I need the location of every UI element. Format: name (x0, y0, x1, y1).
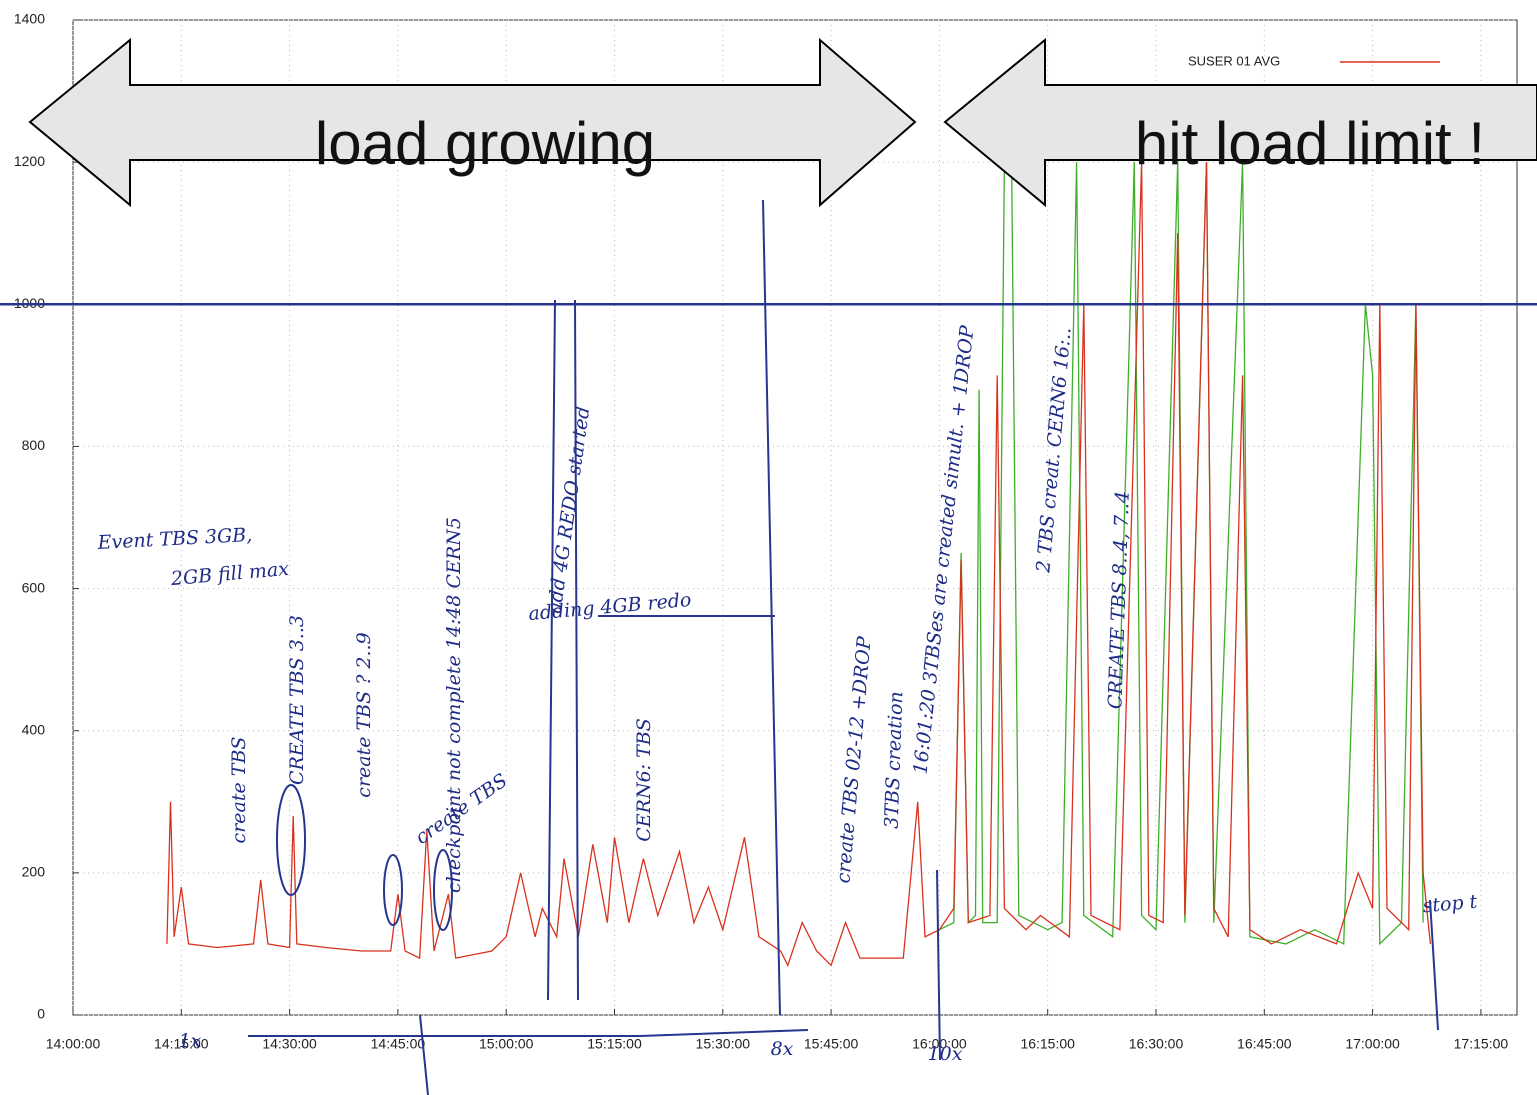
annotation: 8x (771, 1038, 794, 1060)
y-tick-label: 600 (22, 579, 46, 595)
annotation: 1x (179, 1030, 202, 1052)
annotation: 3TBS creation (881, 691, 908, 829)
x-tick-label: 15:15:00 (587, 1036, 642, 1052)
double-arrow (28, 37, 917, 208)
x-tick-label: 14:45:00 (371, 1036, 426, 1052)
y-tick-label: 800 (22, 437, 46, 453)
y-tick-label: 1000 (14, 295, 45, 311)
x-tick-label: 14:00:00 (46, 1036, 101, 1052)
annotation: checkpoint not complete 14:48 CERN5 (443, 517, 465, 893)
arrow-label: hit load limit ! (1135, 110, 1485, 177)
x-tick-label: 16:45:00 (1237, 1036, 1292, 1052)
annotation: CREATE TBS 3..3 (286, 615, 308, 785)
annotation: create TBS ? 2..9 (353, 632, 375, 797)
data-line (166, 162, 1432, 967)
x-tick-label: 17:00:00 (1345, 1036, 1400, 1052)
y-tick-label: 1400 (14, 11, 45, 27)
x-tick-label: 15:45:00 (804, 1036, 859, 1052)
x-tick-label: 16:15:00 (1020, 1036, 1075, 1052)
annotation: CERN6: TBS (633, 718, 655, 842)
annotation: create TBS (228, 737, 250, 844)
hand-circle (276, 784, 306, 896)
y-tick-label: 1200 (14, 153, 45, 169)
x-tick-label: 15:00:00 (479, 1036, 534, 1052)
legend-label: SUSER 01 AVG (1188, 53, 1280, 68)
y-tick-label: 400 (22, 721, 46, 737)
arrow-label: load growing (315, 110, 655, 177)
y-tick-label: 200 (22, 864, 46, 880)
x-tick-label: 16:30:00 (1129, 1036, 1184, 1052)
y-tick-label: 0 (37, 1006, 45, 1022)
hand-circle (433, 849, 453, 931)
left-arrow (943, 37, 1537, 208)
x-tick-label: 15:30:00 (696, 1036, 751, 1052)
x-tick-label: 17:15:00 (1454, 1036, 1509, 1052)
hand-line (419, 199, 1439, 1095)
hand-arrow (248, 615, 809, 1037)
data-line (939, 161, 1424, 946)
overlay: load growing hit load limit ! (28, 37, 1537, 1095)
x-tick-label: 14:15:00 (154, 1036, 209, 1052)
plot-frame (72, 19, 1518, 1016)
annotation: 10x (928, 1043, 963, 1065)
x-tick-label: 14:30:00 (262, 1036, 317, 1052)
hand-circle (383, 854, 403, 926)
